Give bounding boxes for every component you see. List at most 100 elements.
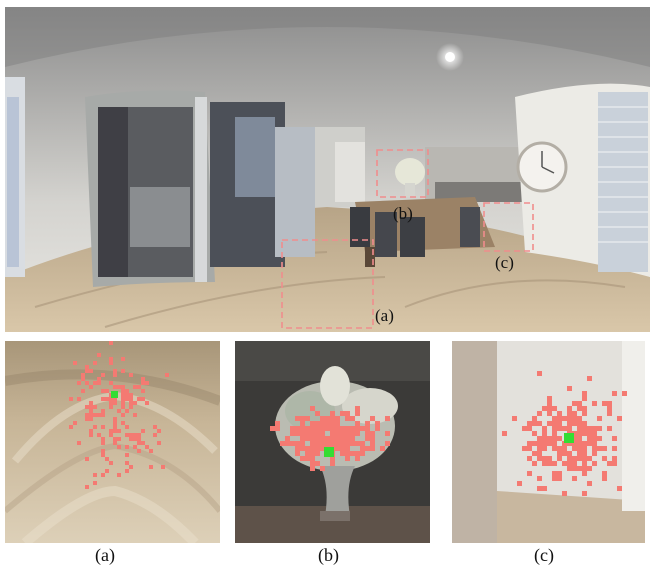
sample-point xyxy=(537,371,542,376)
sample-point xyxy=(89,401,93,405)
sample-point xyxy=(360,441,365,446)
sample-point xyxy=(340,451,345,456)
sample-point xyxy=(340,426,345,431)
sample-point xyxy=(355,441,360,446)
sample-point xyxy=(567,451,572,456)
sample-point xyxy=(547,436,552,441)
sample-point xyxy=(547,396,552,401)
sample-point xyxy=(537,436,542,441)
sample-point xyxy=(547,411,552,416)
sample-point xyxy=(165,373,169,377)
sample-point xyxy=(129,393,133,397)
sample-point xyxy=(117,437,121,441)
sample-point xyxy=(350,431,355,436)
center-point-a xyxy=(111,391,118,398)
sample-point xyxy=(109,357,113,361)
sample-point xyxy=(542,431,547,436)
sample-point xyxy=(587,456,592,461)
sample-point xyxy=(310,441,315,446)
sample-point xyxy=(121,389,125,393)
sample-point xyxy=(137,397,141,401)
sample-point xyxy=(612,436,617,441)
sample-point xyxy=(275,421,280,426)
sample-point xyxy=(607,401,612,406)
sample-point xyxy=(537,451,542,456)
sample-point xyxy=(582,441,587,446)
sample-point xyxy=(121,385,125,389)
sample-point xyxy=(345,451,350,456)
sample-point xyxy=(109,361,113,365)
sample-point xyxy=(305,436,310,441)
sample-point xyxy=(552,441,557,446)
sample-point xyxy=(320,421,325,426)
sample-point xyxy=(125,453,129,457)
sample-point xyxy=(542,486,547,491)
sample-point xyxy=(295,416,300,421)
sample-point xyxy=(133,401,137,405)
sample-point xyxy=(133,433,137,437)
sample-point xyxy=(315,446,320,451)
sample-point xyxy=(109,433,113,437)
sample-point xyxy=(350,451,355,456)
sample-point xyxy=(345,436,350,441)
sample-point xyxy=(582,396,587,401)
sample-point xyxy=(315,436,320,441)
sample-point xyxy=(622,391,627,396)
sample-point xyxy=(153,425,157,429)
sample-point xyxy=(97,353,101,357)
sample-point xyxy=(582,421,587,426)
sample-point xyxy=(300,441,305,446)
highlight-box-c xyxy=(483,202,534,252)
sample-point xyxy=(527,446,532,451)
sample-point xyxy=(121,405,125,409)
sample-point xyxy=(101,389,105,393)
sample-point xyxy=(101,453,105,457)
sample-point xyxy=(602,456,607,461)
sample-point xyxy=(141,377,145,381)
sample-point xyxy=(330,456,335,461)
sample-point xyxy=(310,446,315,451)
sample-point xyxy=(532,431,537,436)
sample-point xyxy=(552,416,557,421)
sample-point xyxy=(310,436,315,441)
caption-a: (a) xyxy=(95,545,115,565)
sample-point xyxy=(129,373,133,377)
sample-point xyxy=(557,476,562,481)
sample-point xyxy=(109,401,113,405)
sample-point xyxy=(365,421,370,426)
sample-point xyxy=(537,456,542,461)
sample-point xyxy=(587,436,592,441)
sample-point xyxy=(365,446,370,451)
sample-point xyxy=(320,431,325,436)
sample-point xyxy=(270,426,275,431)
sample-point xyxy=(375,421,380,426)
sample-point xyxy=(547,461,552,466)
sample-point xyxy=(552,436,557,441)
sample-point xyxy=(557,456,562,461)
sample-point xyxy=(285,441,290,446)
sample-point xyxy=(572,411,577,416)
sample-point xyxy=(602,471,607,476)
sample-point xyxy=(567,416,572,421)
sample-point xyxy=(310,406,315,411)
caption-c: (c) xyxy=(534,545,554,565)
sample-point xyxy=(335,436,340,441)
sample-point xyxy=(305,431,310,436)
sample-point xyxy=(300,456,305,461)
sample-point xyxy=(320,436,325,441)
sample-point xyxy=(592,401,597,406)
sample-point xyxy=(380,446,385,451)
sample-point xyxy=(101,373,105,377)
sample-point xyxy=(532,461,537,466)
sample-point xyxy=(295,446,300,451)
sample-point xyxy=(97,377,101,381)
sample-point xyxy=(607,406,612,411)
sample-point xyxy=(547,456,552,461)
sample-point xyxy=(597,436,602,441)
center-point-b xyxy=(324,447,334,457)
sample-point xyxy=(310,456,315,461)
sample-point xyxy=(582,431,587,436)
sample-point xyxy=(572,446,577,451)
sample-point xyxy=(345,426,350,431)
sample-point xyxy=(577,421,582,426)
